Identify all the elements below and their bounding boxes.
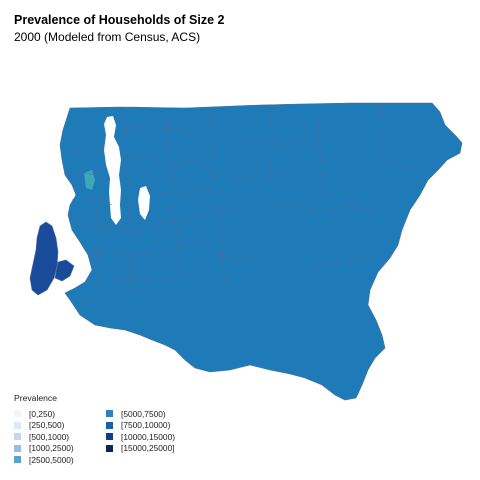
legend-label: [15000,25000] — [121, 443, 175, 454]
map-subtitle: 2000 (Modeled from Census, ACS) — [14, 30, 201, 44]
legend-label: [7500,10000) — [121, 420, 171, 431]
legend: Prevalence [0,250) [250,500) [500,1000) … — [14, 393, 198, 466]
legend-swatch — [106, 433, 113, 441]
legend-item: [1000,2500) — [14, 443, 106, 455]
tract-boundaries — [64, 104, 421, 327]
legend-item: [250,500) — [14, 420, 106, 432]
legend-item: [5000,7500) — [106, 408, 198, 420]
legend-item: [2500,5000) — [14, 454, 106, 466]
legend-label: [250,500) — [29, 420, 65, 431]
legend-item: [10000,15000) — [106, 431, 198, 443]
legend-swatch — [14, 410, 21, 418]
legend-swatch — [14, 433, 21, 441]
legend-label: [500,1000) — [29, 431, 70, 442]
legend-label: [0,250) — [29, 408, 56, 419]
legend-column-2: [5000,7500) [7500,10000) [10000,15000) [… — [106, 408, 198, 466]
county-region — [59, 102, 463, 401]
vashon-island — [29, 221, 75, 296]
legend-swatch — [106, 410, 113, 418]
legend-label: [10000,15000) — [121, 431, 176, 442]
legend-swatch — [106, 444, 113, 452]
legend-item: [500,1000) — [14, 431, 106, 443]
legend-label: [5000,7500) — [121, 408, 166, 419]
map-title: Prevalence of Households of Size 2 — [14, 13, 225, 27]
legend-column-1: [0,250) [250,500) [500,1000) [1000,2500)… — [14, 408, 106, 466]
legend-item: [7500,10000) — [106, 420, 198, 432]
legend-label: [1000,2500) — [29, 443, 74, 454]
legend-swatch — [106, 421, 113, 429]
legend-label: [2500,5000) — [29, 454, 74, 465]
legend-swatch — [14, 421, 21, 429]
legend-swatch — [14, 444, 21, 452]
legend-title: Prevalence — [14, 393, 57, 403]
legend-columns: [0,250) [250,500) [500,1000) [1000,2500)… — [14, 408, 198, 466]
lake-washington — [104, 116, 121, 225]
highlight-tract — [84, 170, 95, 190]
lake-sammamish — [138, 186, 150, 220]
legend-swatch — [14, 456, 21, 464]
legend-item: [0,250) — [14, 408, 106, 420]
legend-item: [15000,25000] — [106, 443, 198, 455]
